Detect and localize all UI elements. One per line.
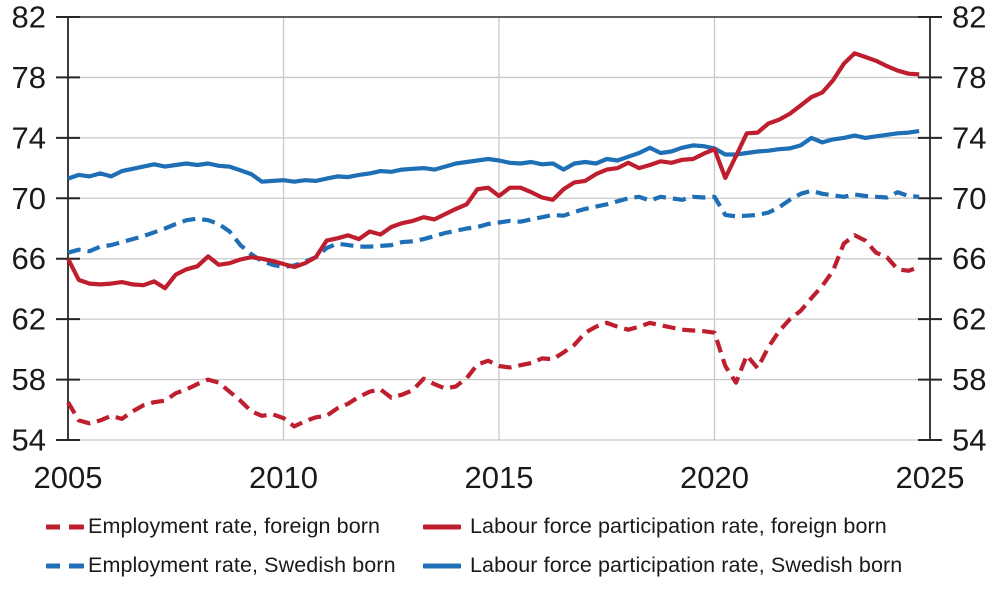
series-line-emp_swedish bbox=[67, 188, 920, 270]
series-line-lfp_foreign bbox=[66, 51, 920, 291]
y-axis-label-right-54: 54 bbox=[952, 423, 986, 458]
y-axis-label-left-58: 58 bbox=[12, 362, 46, 397]
y-axis-label-right-74: 74 bbox=[952, 120, 986, 155]
x-axis-label-2015: 2015 bbox=[465, 460, 534, 495]
y-axis-label-right-66: 66 bbox=[952, 241, 986, 276]
x-axis-label-2020: 2020 bbox=[680, 460, 749, 495]
y-axis-label-left-62: 62 bbox=[12, 302, 46, 337]
y-axis-label-left-74: 74 bbox=[12, 120, 46, 155]
y-axis-label-left-54: 54 bbox=[12, 423, 46, 458]
y-axis-label-left-66: 66 bbox=[12, 241, 46, 276]
x-axis-label-2005: 2005 bbox=[34, 460, 103, 495]
x-axis-label-2025: 2025 bbox=[896, 460, 965, 495]
y-axis-label-right-78: 78 bbox=[952, 60, 986, 95]
series-line-lfp_swedish bbox=[67, 129, 920, 184]
x-axis-label-2010: 2010 bbox=[249, 460, 318, 495]
y-axis-label-left-82: 82 bbox=[12, 0, 46, 35]
y-axis-label-left-70: 70 bbox=[12, 181, 46, 216]
series-line-emp_foreign bbox=[66, 233, 920, 429]
y-axis-label-right-62: 62 bbox=[952, 302, 986, 337]
y-axis-label-left-78: 78 bbox=[12, 60, 46, 95]
y-axis-label-right-58: 58 bbox=[952, 362, 986, 397]
y-axis-label-right-82: 82 bbox=[952, 0, 986, 35]
y-axis-label-right-70: 70 bbox=[952, 181, 986, 216]
